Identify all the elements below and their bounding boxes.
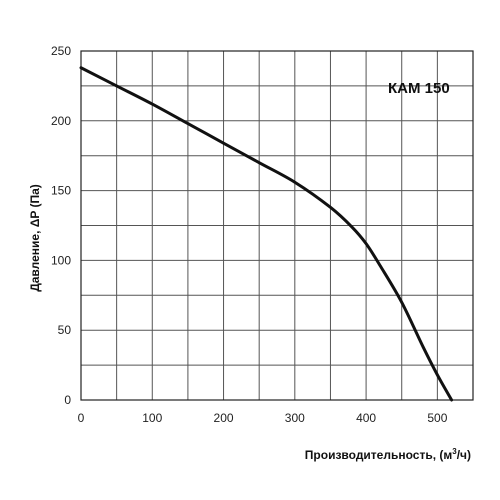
x-tick-label-1: 100	[142, 411, 162, 425]
y-tick-label-1: 50	[58, 323, 72, 337]
y-tick-label-0: 0	[64, 393, 71, 407]
y-tick-label-2: 100	[51, 253, 71, 267]
x-tick-label-2: 200	[214, 411, 234, 425]
x-axis-label: Производительность, (м3/ч)	[305, 447, 471, 462]
series-label: КАМ 150	[388, 80, 450, 97]
y-tick-label-5: 250	[51, 44, 71, 58]
grid	[80, 50, 474, 401]
x-axis-label-superscript: 3	[452, 447, 457, 456]
y-tick-label-4: 200	[51, 114, 71, 128]
x-tick-label-3: 300	[285, 411, 305, 425]
x-tick-label-5: 500	[427, 411, 447, 425]
tick-labels: 0 100 200 300 400 500 0 50 100 150 200 250	[51, 44, 448, 425]
y-tick-label-3: 150	[51, 184, 71, 198]
series-line-0	[79, 66, 454, 402]
series-layer	[79, 66, 454, 402]
y-axis-label: Давление, ΔP (Па)	[28, 184, 42, 292]
x-tick-label-0: 0	[78, 411, 85, 425]
plot-frame	[80, 50, 474, 401]
x-tick-label-4: 400	[356, 411, 376, 425]
x-axis-label-tail: /ч)	[457, 448, 471, 462]
x-axis-label-main: Производительность, (м	[305, 448, 453, 462]
